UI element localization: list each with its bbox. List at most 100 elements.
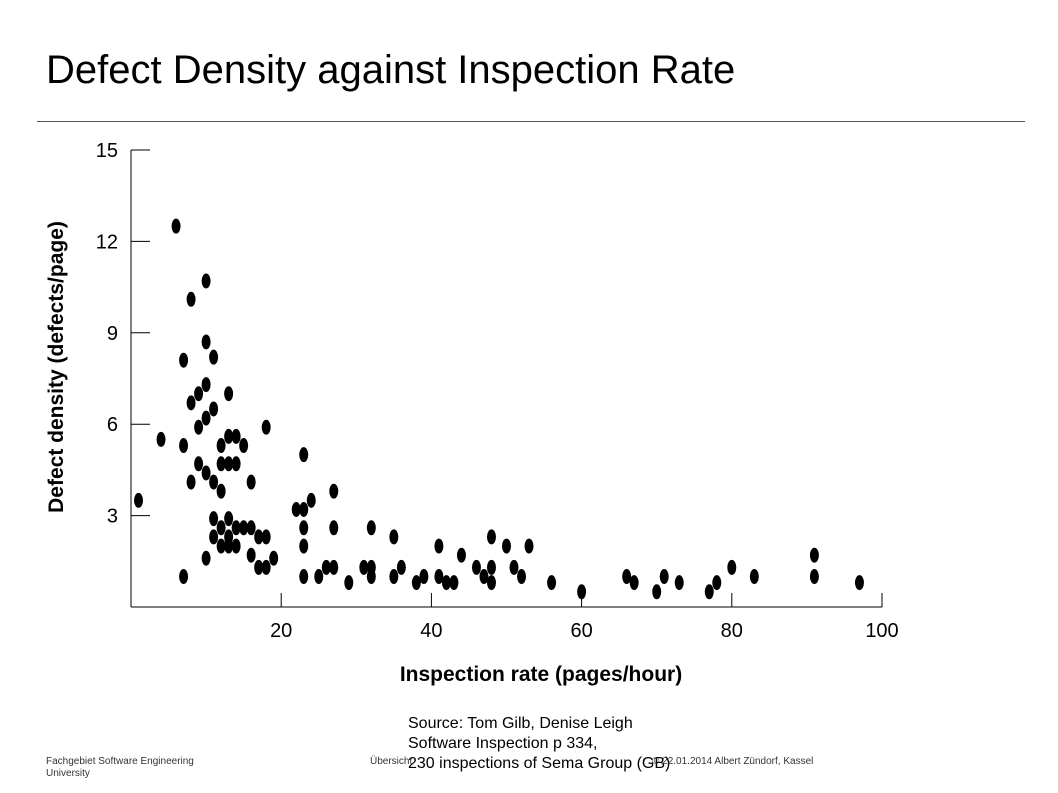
data-point <box>329 520 339 536</box>
data-point <box>299 502 309 518</box>
data-point <box>224 456 234 472</box>
data-point <box>209 474 219 490</box>
data-point <box>524 538 534 554</box>
x-tick-label: 20 <box>270 620 292 642</box>
data-point <box>209 401 219 417</box>
data-point <box>809 547 819 563</box>
data-point <box>712 575 722 591</box>
data-point <box>456 547 466 563</box>
y-tick-label: 9 <box>107 323 118 345</box>
data-point <box>389 569 399 585</box>
data-point <box>749 569 759 585</box>
data-point <box>629 575 639 591</box>
data-point <box>329 559 339 575</box>
data-point <box>486 529 496 545</box>
data-point <box>299 569 309 585</box>
data-point <box>201 550 211 566</box>
data-point <box>659 569 669 585</box>
data-point <box>344 575 354 591</box>
data-point <box>201 377 211 393</box>
data-point <box>224 538 234 554</box>
data-point <box>434 569 444 585</box>
footer-center: Übersicht <box>370 756 413 767</box>
data-point <box>486 575 496 591</box>
data-point <box>231 428 241 444</box>
data-point <box>419 569 429 585</box>
footer-right: © 22.01.2014 Albert Zündorf, Kassel <box>652 756 814 767</box>
data-point <box>179 438 189 454</box>
data-point <box>209 511 219 527</box>
data-point <box>299 447 309 463</box>
data-point <box>254 529 264 545</box>
data-point <box>479 569 489 585</box>
title-divider <box>37 121 1025 122</box>
data-point <box>224 428 234 444</box>
source-line: Source: Tom Gilb, Denise Leigh <box>408 715 633 732</box>
data-point <box>186 291 196 307</box>
data-point <box>179 352 189 368</box>
data-point <box>449 575 459 591</box>
data-point <box>809 569 819 585</box>
data-point <box>231 456 241 472</box>
data-point <box>246 520 256 536</box>
data-point <box>306 492 316 508</box>
data-point <box>239 520 249 536</box>
y-tick-label: 15 <box>96 140 118 162</box>
data-points <box>134 218 864 600</box>
data-point <box>194 386 204 402</box>
data-point <box>411 575 421 591</box>
y-tick-label: 12 <box>96 231 118 253</box>
data-point <box>577 584 587 600</box>
data-point <box>216 438 226 454</box>
slide-title: Defect Density against Inspection Rate <box>46 48 736 92</box>
data-point <box>201 334 211 350</box>
data-point <box>134 492 144 508</box>
data-point <box>216 520 226 536</box>
data-point <box>186 474 196 490</box>
data-point <box>254 559 264 575</box>
data-point <box>329 483 339 499</box>
data-point <box>299 538 309 554</box>
data-point <box>359 559 369 575</box>
data-point <box>201 465 211 481</box>
data-point <box>201 410 211 426</box>
data-point <box>231 520 241 536</box>
data-point <box>727 559 737 575</box>
source-line: Software Inspection p 334, <box>408 735 598 752</box>
x-tick-label: 60 <box>570 620 592 642</box>
data-point <box>441 575 451 591</box>
data-point <box>321 559 331 575</box>
data-point <box>261 529 271 545</box>
data-point <box>216 538 226 554</box>
x-tick-label: 100 <box>865 620 898 642</box>
data-point <box>502 538 511 554</box>
footer-dept: Fachgebiet Software Engineering <box>46 756 194 767</box>
data-point <box>314 569 324 585</box>
source-note: Source: Tom Gilb, Denise Leigh Software … <box>408 714 670 774</box>
data-point <box>224 511 234 527</box>
data-point <box>209 349 219 365</box>
data-point <box>209 529 219 545</box>
data-point <box>652 584 662 600</box>
data-point <box>231 538 241 554</box>
data-point <box>704 584 714 600</box>
data-point <box>201 273 211 289</box>
data-point <box>186 395 196 411</box>
data-point <box>216 456 226 472</box>
data-point <box>194 456 204 472</box>
data-point <box>547 575 557 591</box>
y-tick-label: 3 <box>107 506 118 528</box>
data-point <box>389 529 399 545</box>
data-point <box>396 559 406 575</box>
data-point <box>434 538 444 554</box>
data-point <box>509 559 519 575</box>
data-point <box>622 569 632 585</box>
data-point <box>366 520 376 536</box>
data-point <box>224 386 234 402</box>
data-point <box>239 438 249 454</box>
data-point <box>486 559 496 575</box>
data-point <box>299 520 309 536</box>
footer-university: University <box>46 768 90 779</box>
data-point <box>246 474 256 490</box>
